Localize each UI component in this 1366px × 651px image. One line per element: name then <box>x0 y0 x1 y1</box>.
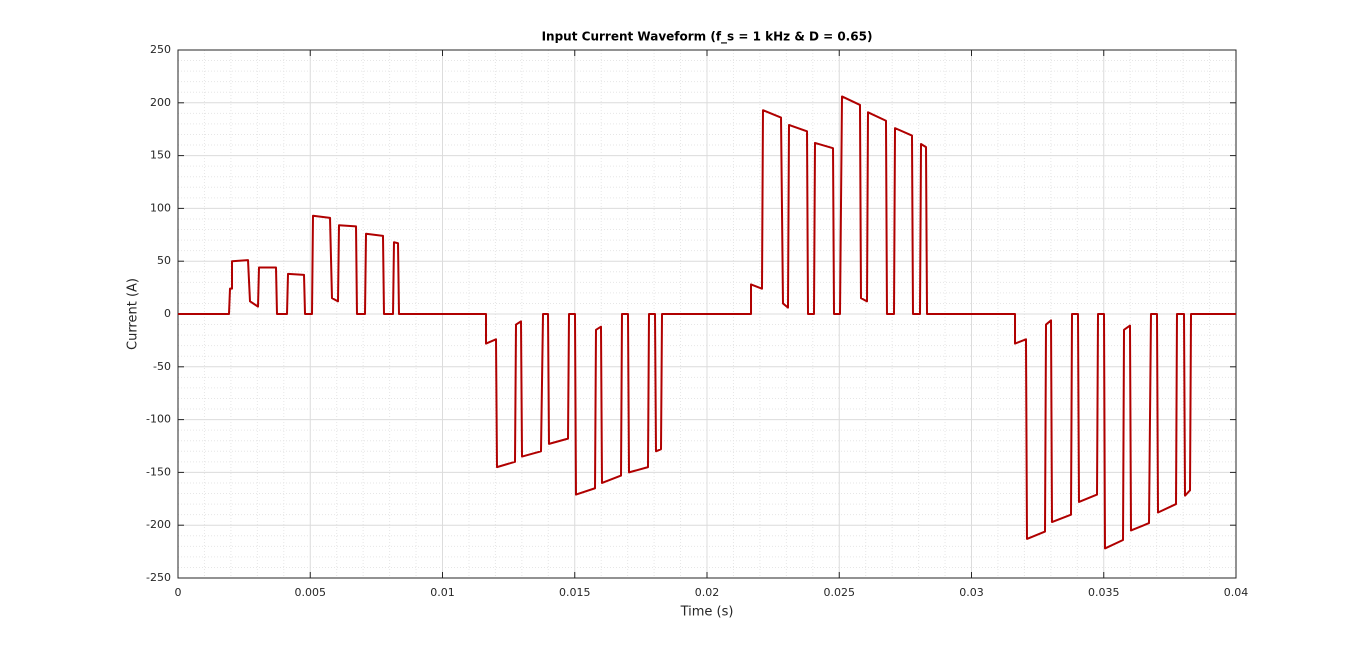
x-tick-label: 0 <box>175 586 182 599</box>
x-tick-label: 0.035 <box>1088 586 1120 599</box>
x-tick-label: 0.005 <box>295 586 327 599</box>
y-tick-label: -150 <box>146 465 171 478</box>
series-line <box>178 95 1236 550</box>
y-tick-label: 200 <box>150 96 171 109</box>
y-tick-label: -50 <box>153 360 171 373</box>
chart-title: Input Current Waveform (f_s = 1 kHz & D … <box>542 30 873 45</box>
y-tick-label: -200 <box>146 518 171 531</box>
x-tick-label: 0.02 <box>695 586 720 599</box>
y-tick-label: 250 <box>150 43 171 56</box>
x-tick-label: 0.025 <box>824 586 856 599</box>
y-tick-label: 50 <box>157 254 171 267</box>
x-tick-label: 0.04 <box>1224 586 1249 599</box>
x-tick-label: 0.015 <box>559 586 591 599</box>
y-tick-label: 0 <box>164 307 171 320</box>
y-tick-label: 150 <box>150 149 171 162</box>
y-axis-label: Current (A) <box>126 278 141 350</box>
x-tick-label: 0.03 <box>959 586 984 599</box>
y-tick-label: -100 <box>146 413 171 426</box>
x-tick-label: 0.01 <box>430 586 455 599</box>
y-tick-label: 100 <box>150 201 171 214</box>
y-tick-label: -250 <box>146 571 171 584</box>
x-axis-label: Time (s) <box>680 605 734 620</box>
